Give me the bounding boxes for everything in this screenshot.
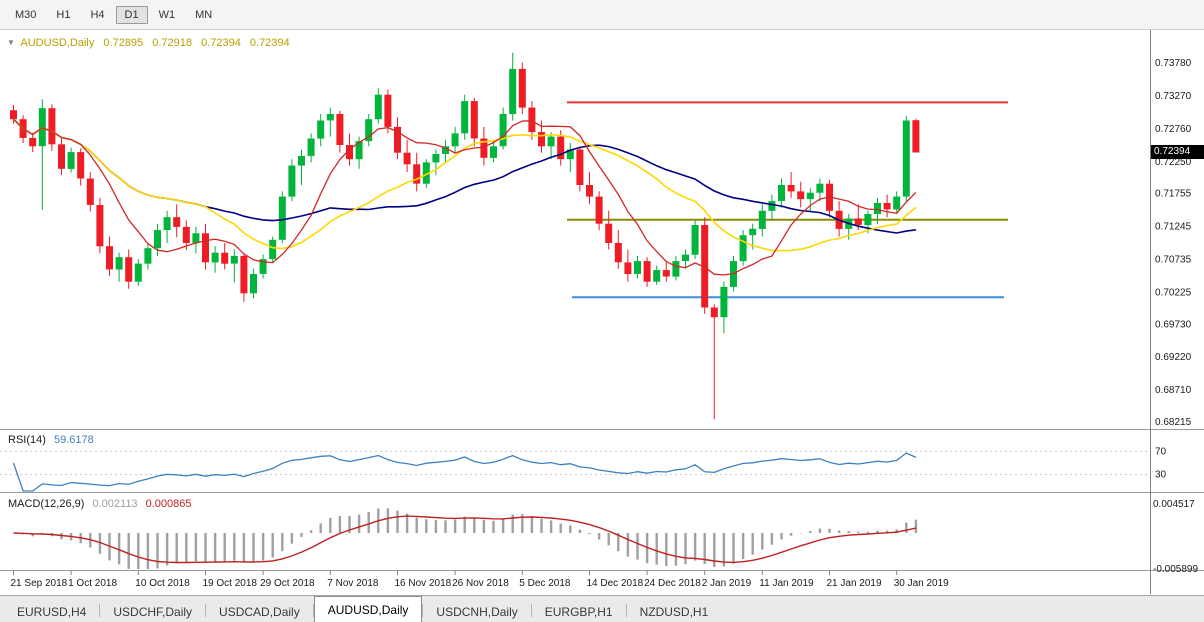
svg-text:14 Dec 2018: 14 Dec 2018 bbox=[587, 578, 644, 589]
tab-separator bbox=[312, 604, 314, 617]
rsi-value: 59.6178 bbox=[53, 434, 94, 446]
ohlc-low-value: 0.72394 bbox=[201, 37, 241, 49]
macd-pane[interactable]: 0.004517 -0.005899 bbox=[13, 499, 1199, 575]
svg-text:0.70735: 0.70735 bbox=[1155, 255, 1192, 266]
svg-text:0.68710: 0.68710 bbox=[1155, 385, 1192, 396]
svg-text:-0.005899: -0.005899 bbox=[1153, 564, 1198, 575]
svg-text:2 Jan 2019: 2 Jan 2019 bbox=[702, 578, 752, 589]
current-price-badge: 0.72394 bbox=[1151, 145, 1204, 159]
svg-text:0.73780: 0.73780 bbox=[1155, 58, 1192, 69]
macd-main-value: 0.002113 bbox=[92, 498, 138, 510]
pane-separators bbox=[0, 30, 1204, 594]
svg-text:70: 70 bbox=[1155, 446, 1167, 457]
rsi-indicator-label: RSI(14) 59.6178 bbox=[8, 434, 99, 446]
svg-text:5 Dec 2018: 5 Dec 2018 bbox=[519, 578, 571, 589]
chart-symbol-label: AUDUSD,Daily bbox=[20, 37, 95, 49]
timeframe-button-m30[interactable]: M30 bbox=[15, 8, 37, 21]
tab-separator bbox=[422, 604, 424, 617]
svg-text:0.72760: 0.72760 bbox=[1155, 124, 1192, 135]
timeframe-button-h1[interactable]: H1 bbox=[56, 8, 71, 21]
svg-text:0.71755: 0.71755 bbox=[1155, 189, 1192, 200]
tab-separator bbox=[625, 604, 627, 617]
ohlc-close-value: 0.72394 bbox=[249, 37, 290, 49]
svg-text:30 Jan 2019: 30 Jan 2019 bbox=[894, 578, 949, 589]
svg-text:21 Jan 2019: 21 Jan 2019 bbox=[827, 578, 882, 589]
svg-text:29 Oct 2018: 29 Oct 2018 bbox=[260, 578, 315, 589]
svg-text:0.71245: 0.71245 bbox=[1155, 222, 1192, 233]
moving-average-lines bbox=[12, 118, 917, 276]
svg-text:7 Nov 2018: 7 Nov 2018 bbox=[327, 578, 379, 589]
price-axis-labels[interactable]: 0.73780 0.73270 0.72760 0.72250 0.71755 0.712… bbox=[1155, 58, 1192, 428]
horizontal-lines[interactable] bbox=[567, 101, 1008, 299]
svg-text:0.68215: 0.68215 bbox=[1155, 417, 1192, 428]
svg-text:16 Nov 2018: 16 Nov 2018 bbox=[395, 578, 452, 589]
tab-eurgbp-h1[interactable]: EURGBP,H1 bbox=[544, 604, 613, 619]
timeframe-button-h4[interactable]: H4 bbox=[90, 8, 105, 21]
ohlc-high-value: 0.72918 bbox=[152, 37, 192, 49]
chart-tabs: EURUSD,H4 USDCHF,Daily USDCAD,Daily AUDUSD,… bbox=[0, 595, 1204, 622]
svg-text:0.70225: 0.70225 bbox=[1155, 287, 1192, 298]
svg-text:19 Oct 2018: 19 Oct 2018 bbox=[203, 578, 258, 589]
tab-usdchf-daily[interactable]: USDCHF,Daily bbox=[113, 604, 193, 619]
ohlc-open-value: 0.72895 bbox=[103, 37, 144, 49]
svg-text:0.73270: 0.73270 bbox=[1155, 91, 1192, 102]
timeframe-button-d1[interactable]: D1 bbox=[115, 5, 148, 24]
macd-signal-value: 0.000865 bbox=[145, 498, 192, 510]
tab-separator bbox=[205, 604, 207, 617]
candlestick-series bbox=[10, 52, 920, 420]
timeframe-button-mn[interactable]: MN bbox=[195, 8, 213, 21]
tab-usdcad-daily[interactable]: USDCAD,Daily bbox=[219, 604, 300, 619]
tab-nzdusd-h1[interactable]: NZDUSD,H1 bbox=[639, 604, 709, 619]
svg-text:24 Dec 2018: 24 Dec 2018 bbox=[644, 578, 701, 589]
chart-shift-marker-icon: ▼ bbox=[7, 38, 15, 47]
svg-text:10 Oct 2018: 10 Oct 2018 bbox=[135, 578, 190, 589]
svg-text:0.69730: 0.69730 bbox=[1155, 319, 1192, 330]
svg-text:30: 30 bbox=[1155, 470, 1167, 481]
tab-usdcnh-daily[interactable]: USDCNH,Daily bbox=[436, 604, 518, 619]
tab-separator bbox=[99, 604, 101, 617]
tab-eurusd-h4[interactable]: EURUSD,H4 bbox=[17, 604, 87, 619]
macd-indicator-label: MACD(12,26,9) 0.002113 0.000865 bbox=[8, 498, 197, 510]
timeframe-button-w1[interactable]: W1 bbox=[158, 8, 176, 21]
svg-text:0.69220: 0.69220 bbox=[1155, 352, 1192, 363]
tab-audusd-daily[interactable]: AUDUSD,Daily bbox=[313, 596, 423, 622]
chart-title: ▼ AUDUSD,Daily 0.72895 0.72918 0.72394 0… bbox=[7, 37, 296, 49]
rsi-name: RSI(14) bbox=[8, 434, 46, 446]
chart-canvas[interactable]: 0.73780 0.73270 0.72760 0.72250 0.71755 0.712… bbox=[0, 30, 1204, 595]
tab-separator bbox=[530, 604, 532, 617]
svg-text:21 Sep 2018: 21 Sep 2018 bbox=[11, 578, 68, 589]
timeframe-toolbar: M30 H1 H4 D1 W1 MN bbox=[0, 0, 1204, 30]
macd-name: MACD(12,26,9) bbox=[8, 498, 85, 510]
svg-text:26 Nov 2018: 26 Nov 2018 bbox=[452, 578, 509, 589]
rsi-pane[interactable]: 70 30 bbox=[0, 446, 1167, 492]
svg-text:0.72250: 0.72250 bbox=[1155, 157, 1192, 168]
svg-text:11 Jan 2019: 11 Jan 2019 bbox=[759, 578, 814, 589]
date-axis[interactable]: 21 Sep 2018 1 Oct 2018 10 Oct 2018 19 Oct 2… bbox=[11, 571, 950, 589]
svg-text:0.004517: 0.004517 bbox=[1153, 499, 1195, 510]
svg-text:1 Oct 2018: 1 Oct 2018 bbox=[68, 578, 117, 589]
